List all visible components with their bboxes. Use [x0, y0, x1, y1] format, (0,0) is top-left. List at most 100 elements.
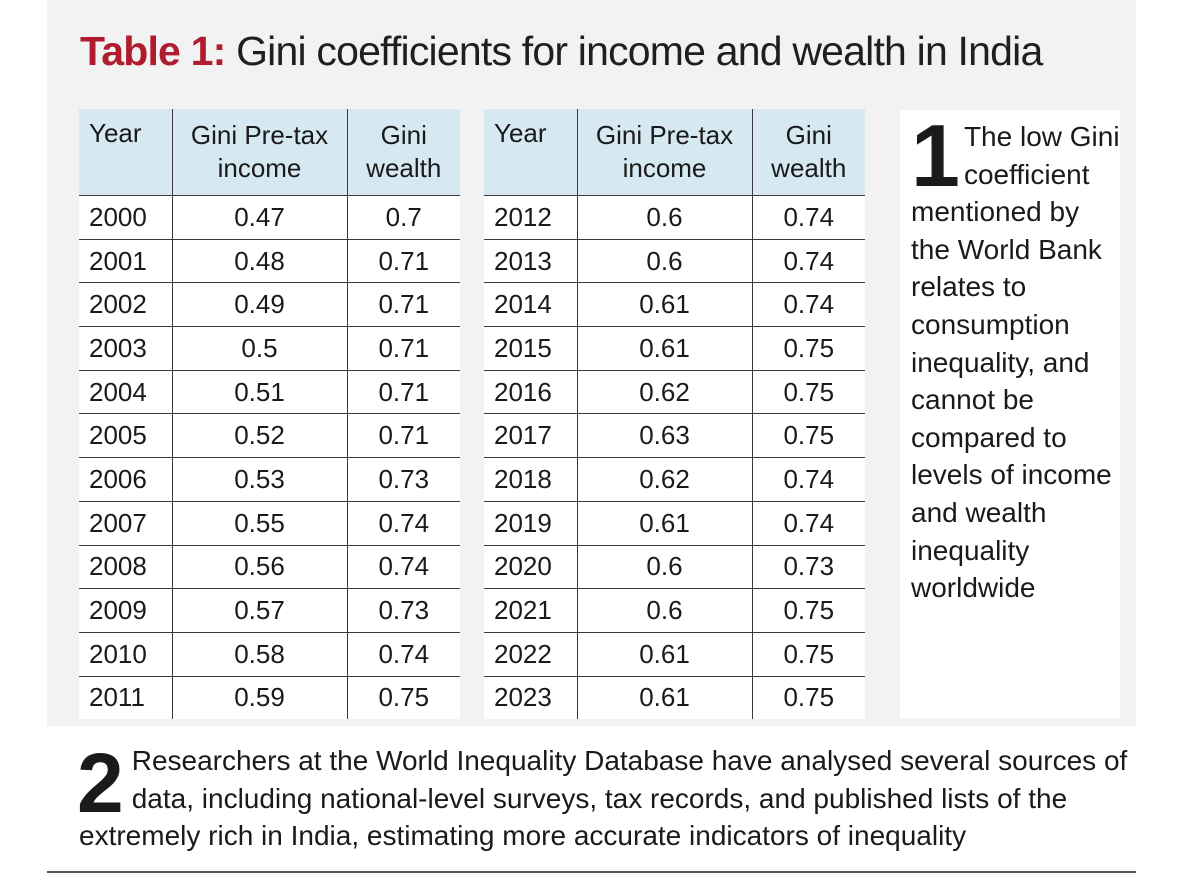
- cell-gini-wealth: 0.71: [346, 326, 460, 371]
- table-row: 2000 0.47 0.7: [79, 195, 460, 240]
- cell-gini-pretax-income: 0.59: [171, 676, 347, 720]
- cell-gini-pretax-income: 0.6: [576, 239, 752, 284]
- table-row: 2002 0.49 0.71: [79, 282, 460, 328]
- cell-year: 2010: [79, 632, 172, 677]
- table-row: 2005 0.52 0.71: [79, 413, 460, 459]
- cell-year: 2012: [484, 195, 577, 240]
- cell-gini-wealth: 0.74: [751, 457, 865, 502]
- cell-gini-wealth: 0.75: [751, 632, 865, 677]
- table-row: 2010 0.58 0.74: [79, 632, 460, 677]
- note-1-text: The low Gini coefficient mentioned by th…: [911, 121, 1120, 604]
- cell-gini-pretax-income: 0.61: [576, 326, 752, 371]
- cell-gini-wealth: 0.74: [751, 501, 865, 546]
- cell-gini-pretax-income: 0.63: [576, 413, 752, 459]
- cell-gini-pretax-income: 0.47: [171, 195, 347, 240]
- cell-gini-pretax-income: 0.58: [171, 632, 347, 677]
- cell-year: 2003: [79, 326, 172, 371]
- cell-gini-wealth: 0.75: [751, 413, 865, 459]
- cell-gini-wealth: 0.75: [751, 326, 865, 371]
- table-row: 2015 0.61 0.75: [484, 326, 865, 371]
- cell-gini-pretax-income: 0.48: [171, 239, 347, 284]
- cell-gini-pretax-income: 0.6: [576, 195, 752, 240]
- cell-year: 2018: [484, 457, 577, 502]
- table-row: 2011 0.59 0.75: [79, 676, 460, 720]
- cell-gini-wealth: 0.74: [751, 282, 865, 328]
- table-row: 2023 0.61 0.75: [484, 676, 865, 720]
- cell-year: 2000: [79, 195, 172, 240]
- cell-gini-pretax-income: 0.6: [576, 545, 752, 590]
- cell-year: 2005: [79, 413, 172, 459]
- table-row: 2014 0.61 0.74: [484, 282, 865, 328]
- cell-gini-pretax-income: 0.56: [171, 545, 347, 590]
- table-row: 2021 0.6 0.75: [484, 588, 865, 633]
- cell-gini-wealth: 0.75: [751, 676, 865, 720]
- gini-tables: Year Gini Pre-tax income Gini wealth 200…: [79, 109, 865, 720]
- cell-gini-pretax-income: 0.5: [171, 326, 347, 371]
- cell-year: 2023: [494, 682, 552, 713]
- header-gini-wealth: Gini wealth: [751, 109, 865, 196]
- cell-gini-pretax-income: 0.61: [576, 632, 752, 677]
- cell-year: 2004: [79, 370, 172, 415]
- table-row: 2003 0.5 0.71: [79, 326, 460, 371]
- table-row: 2007 0.55 0.74: [79, 501, 460, 546]
- cell-year: 2014: [484, 282, 577, 328]
- gini-table-2012-2023: Year Gini Pre-tax income Gini wealth 201…: [484, 109, 865, 720]
- cell-year: 2002: [79, 282, 172, 328]
- note-2: 2 Researchers at the World Inequality Dat…: [77, 736, 1139, 855]
- cell-year: 2017: [484, 413, 577, 459]
- cell-year: 2011: [89, 682, 145, 713]
- header-gini-pretax-income: Gini Pre-tax income: [171, 109, 347, 196]
- cell-year: 2020: [484, 545, 577, 590]
- title-text: Gini coefficients for income and wealth …: [225, 28, 1043, 74]
- cell-gini-wealth: 0.75: [751, 370, 865, 415]
- cell-year: 2021: [484, 588, 577, 633]
- cell-gini-wealth: 0.71: [346, 239, 460, 284]
- table-row: 2017 0.63 0.75: [484, 413, 865, 459]
- cell-gini-pretax-income: 0.57: [171, 588, 347, 633]
- cell-gini-wealth: 0.71: [346, 282, 460, 328]
- note-2-number: 2: [77, 736, 124, 830]
- note-2-text: Researchers at the World Inequality Data…: [79, 745, 1128, 851]
- cell-year: 2019: [484, 501, 577, 546]
- cell-gini-wealth: 0.75: [346, 676, 460, 720]
- cell-gini-wealth: 0.74: [751, 195, 865, 240]
- page-title: Table 1: Gini coefficients for income an…: [80, 28, 1043, 75]
- table-row: 2016 0.62 0.75: [484, 370, 865, 415]
- cell-year: 2009: [79, 588, 172, 633]
- table-row: 2006 0.53 0.73: [79, 457, 460, 502]
- cell-gini-wealth: 0.73: [346, 588, 460, 633]
- cell-year: 2015: [484, 326, 577, 371]
- cell-year: 2001: [79, 239, 172, 284]
- cell-gini-wealth: 0.73: [751, 545, 865, 590]
- cell-gini-wealth: 0.71: [346, 370, 460, 415]
- cell-gini-pretax-income: 0.61: [576, 676, 752, 720]
- table-row: 2020 0.6 0.73: [484, 545, 865, 590]
- cell-gini-wealth: 0.75: [751, 588, 865, 633]
- note-1: 1 The low Gini coefficient mentioned by t…: [900, 110, 1120, 607]
- cell-gini-pretax-income: 0.52: [171, 413, 347, 459]
- cell-year: 2006: [79, 457, 172, 502]
- cell-gini-wealth: 0.7: [346, 195, 460, 240]
- table-row: 2012 0.6 0.74: [484, 195, 865, 240]
- cell-gini-pretax-income: 0.51: [171, 370, 347, 415]
- gini-table-2000-2011: Year Gini Pre-tax income Gini wealth 200…: [79, 109, 460, 720]
- cell-gini-wealth: 0.74: [346, 545, 460, 590]
- header-gini-pretax-income: Gini Pre-tax income: [576, 109, 752, 196]
- bottom-divider: [47, 871, 1136, 873]
- table-row: 2008 0.56 0.74: [79, 545, 460, 590]
- cell-gini-pretax-income: 0.61: [576, 282, 752, 328]
- table-header-row: Year Gini Pre-tax income Gini wealth: [79, 109, 460, 196]
- cell-year: 2013: [484, 239, 577, 284]
- cell-gini-pretax-income: 0.49: [171, 282, 347, 328]
- table-row: 2004 0.51 0.71: [79, 370, 460, 415]
- table-header-row: Year Gini Pre-tax income Gini wealth: [484, 109, 865, 196]
- table-row: 2018 0.62 0.74: [484, 457, 865, 502]
- table-row: 2019 0.61 0.74: [484, 501, 865, 546]
- header-year: Year: [484, 109, 577, 196]
- title-label: Table 1:: [80, 28, 226, 74]
- cell-year: 2016: [484, 370, 577, 415]
- cell-gini-pretax-income: 0.6: [576, 588, 752, 633]
- cell-gini-pretax-income: 0.61: [576, 501, 752, 546]
- cell-gini-wealth: 0.74: [751, 239, 865, 284]
- cell-gini-wealth: 0.71: [346, 413, 460, 459]
